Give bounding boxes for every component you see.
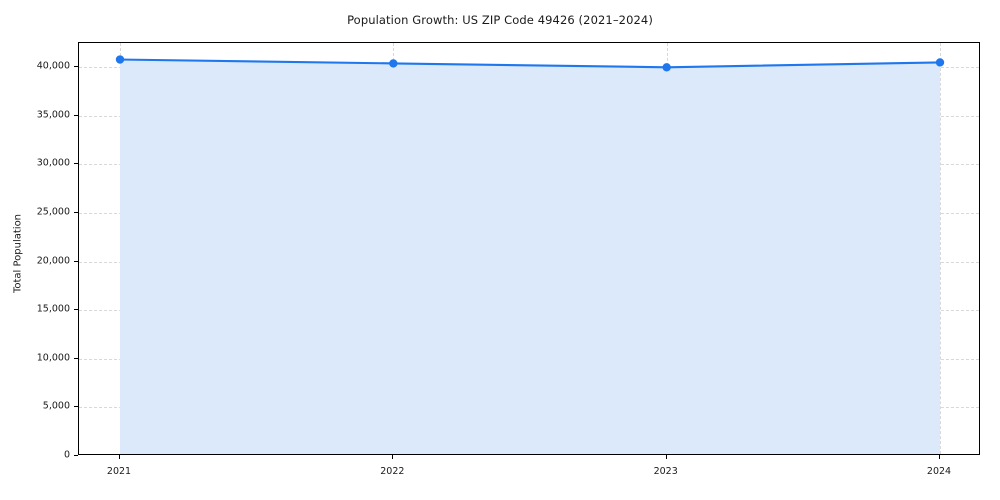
x-tick-mark	[665, 455, 667, 459]
y-tick-label: 0	[63, 449, 70, 461]
area-fill	[120, 59, 940, 454]
plot-area	[78, 42, 980, 455]
x-tick-label: 2024	[926, 466, 952, 477]
x-tick-mark	[939, 455, 940, 459]
y-axis-label: Total Population	[12, 213, 24, 294]
x-tick-mark	[392, 455, 394, 459]
population-line-series	[115, 55, 945, 72]
y-tick-label: 40,000	[36, 60, 70, 72]
x-tick-label: 2023	[653, 466, 678, 477]
y-tick-label: 25,000	[36, 206, 70, 218]
x-tick-label: 2021	[106, 466, 132, 477]
data-point-marker	[662, 63, 671, 72]
data-point-marker	[115, 55, 125, 64]
gridline-vertical	[940, 43, 941, 454]
chart-title: Population Growth: US ZIP Code 49426 (20…	[347, 13, 653, 27]
y-tick-label: 10,000	[36, 352, 70, 364]
y-tick-label: 20,000	[36, 255, 70, 267]
y-tick-label: 15,000	[36, 303, 70, 315]
y-tick-mark	[74, 455, 78, 456]
x-tick-mark	[119, 455, 120, 459]
y-tick-label: 35,000	[36, 109, 70, 121]
y-tick-label: 30,000	[36, 157, 70, 169]
x-tick-label: 2022	[380, 466, 405, 477]
data-point-marker	[389, 59, 398, 68]
data-point-marker	[935, 58, 945, 67]
y-tick-label: 5,000	[42, 400, 70, 412]
